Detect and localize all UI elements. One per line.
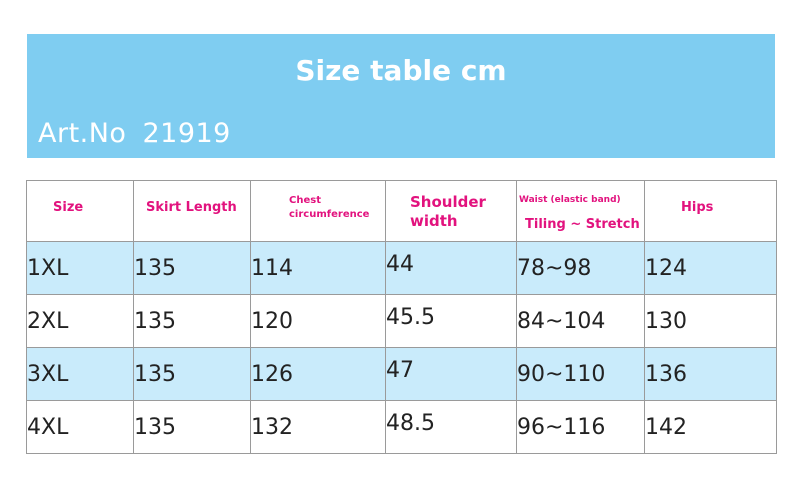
cell-hips: 130 (644, 294, 777, 348)
cell-shoulder: 44 (385, 241, 517, 295)
page-title: Size table cm (295, 54, 507, 87)
cell-size: 4XL (26, 400, 134, 454)
cell-waist: 78~98 (516, 241, 645, 295)
cell-size: 2XL (26, 294, 134, 348)
article-number-value: 21919 (142, 118, 231, 149)
article-number: Art.No 21919 (38, 118, 231, 149)
cell-skirt-length: 135 (133, 400, 251, 454)
cell-hips: 142 (644, 400, 777, 454)
title-banner: Size table cm Art.No 21919 (27, 34, 775, 158)
header-hips: Hips (644, 180, 777, 242)
table-row: 3XL 135 126 47 90~110 136 (26, 347, 777, 401)
cell-chest: 120 (250, 294, 386, 348)
cell-shoulder: 45.5 (385, 294, 517, 348)
article-label: Art.No (38, 118, 127, 149)
header-shoulder-width: Shoulder width (385, 180, 517, 242)
cell-skirt-length: 135 (133, 294, 251, 348)
cell-skirt-length: 135 (133, 347, 251, 401)
cell-shoulder: 47 (385, 347, 517, 401)
cell-size: 1XL (26, 241, 134, 295)
table-row: 1XL 135 114 44 78~98 124 (26, 241, 777, 295)
cell-waist: 96~116 (516, 400, 645, 454)
size-table: Size Skirt Length Chest circumference Sho… (26, 180, 777, 454)
cell-skirt-length: 135 (133, 241, 251, 295)
cell-chest: 126 (250, 347, 386, 401)
cell-hips: 124 (644, 241, 777, 295)
header-waist: Waist (elastic band) Tiling ~ Stretch (516, 180, 645, 242)
cell-shoulder: 48.5 (385, 400, 517, 454)
cell-chest: 132 (250, 400, 386, 454)
cell-chest: 114 (250, 241, 386, 295)
header-size: Size (26, 180, 134, 242)
header-skirt-length: Skirt Length (133, 180, 251, 242)
cell-hips: 136 (644, 347, 777, 401)
cell-waist: 84~104 (516, 294, 645, 348)
cell-waist: 90~110 (516, 347, 645, 401)
table-header-row: Size Skirt Length Chest circumference Sho… (26, 180, 777, 242)
header-chest-circumference: Chest circumference (250, 180, 386, 242)
cell-size: 3XL (26, 347, 134, 401)
table-row: 2XL 135 120 45.5 84~104 130 (26, 294, 777, 348)
table-row: 4XL 135 132 48.5 96~116 142 (26, 400, 777, 454)
